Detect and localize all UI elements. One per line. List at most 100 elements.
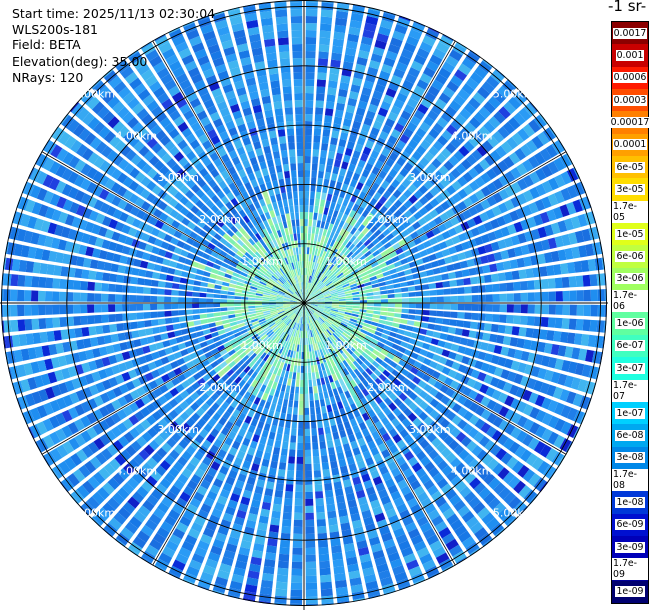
range-bin bbox=[404, 363, 413, 371]
range-bin bbox=[416, 515, 429, 527]
range-bin bbox=[370, 321, 379, 327]
range-bin bbox=[130, 321, 138, 330]
range-bin bbox=[254, 325, 262, 331]
range-bin bbox=[131, 472, 144, 485]
range-bin bbox=[283, 505, 293, 513]
range-bin bbox=[548, 415, 560, 429]
range-bin bbox=[219, 250, 228, 258]
range-bin bbox=[274, 282, 282, 288]
range-bin bbox=[64, 353, 74, 365]
range-bin bbox=[354, 431, 363, 440]
range-bin bbox=[290, 428, 297, 436]
range-bin bbox=[261, 24, 274, 34]
range-bin bbox=[200, 392, 210, 402]
range-bin bbox=[75, 143, 88, 157]
range-bin bbox=[324, 304, 332, 306]
range-bin bbox=[195, 363, 204, 371]
range-bin bbox=[263, 354, 270, 362]
range-bin bbox=[171, 219, 181, 229]
range-bin bbox=[279, 331, 285, 339]
scan-ray bbox=[304, 303, 351, 606]
range-bin bbox=[61, 477, 75, 491]
range-bin bbox=[418, 411, 429, 422]
range-bin bbox=[116, 185, 128, 197]
range-bin bbox=[296, 316, 300, 323]
range-bin bbox=[306, 309, 309, 317]
range-bin bbox=[270, 517, 280, 526]
range-bin bbox=[337, 337, 344, 345]
range-bin bbox=[335, 586, 349, 596]
range-bin bbox=[41, 345, 51, 357]
range-bin bbox=[479, 383, 489, 395]
range-bin bbox=[133, 140, 145, 153]
range-bin bbox=[326, 360, 333, 369]
range-bin bbox=[34, 247, 44, 260]
range-bin bbox=[305, 316, 308, 324]
range-bin bbox=[297, 337, 301, 345]
range-bin bbox=[134, 171, 146, 183]
range-bin bbox=[448, 351, 457, 360]
range-bin bbox=[355, 415, 364, 425]
range-bin bbox=[269, 266, 276, 274]
range-bin bbox=[304, 379, 308, 387]
range-bin bbox=[324, 397, 331, 406]
range-bin bbox=[533, 477, 547, 491]
range-bin bbox=[498, 486, 511, 500]
range-bin bbox=[142, 499, 155, 512]
range-bin bbox=[163, 402, 173, 413]
range-bin bbox=[277, 129, 286, 137]
range-bin bbox=[191, 553, 205, 564]
range-bin bbox=[45, 304, 53, 315]
range-bin bbox=[457, 419, 468, 430]
range-bin bbox=[255, 305, 263, 308]
range-bin bbox=[313, 336, 317, 344]
range-bin bbox=[298, 191, 304, 199]
range-bin bbox=[305, 575, 317, 583]
range-bin bbox=[292, 44, 303, 52]
range-bin bbox=[594, 335, 604, 349]
range-bin bbox=[381, 583, 396, 594]
range-bin bbox=[295, 128, 303, 136]
range-bin bbox=[319, 30, 331, 39]
range-bin bbox=[92, 248, 101, 259]
range-bin bbox=[81, 501, 95, 515]
range-bin bbox=[421, 373, 431, 383]
range-bin bbox=[293, 400, 299, 408]
range-bin bbox=[260, 384, 267, 393]
range-bin bbox=[347, 396, 355, 406]
range-bin bbox=[17, 319, 26, 332]
range-bin bbox=[554, 402, 565, 416]
range-bin bbox=[84, 221, 95, 233]
range-bin bbox=[196, 330, 204, 337]
range-bin bbox=[258, 268, 266, 274]
scan-ray bbox=[304, 303, 607, 366]
range-bin bbox=[208, 255, 217, 263]
range-bin bbox=[70, 139, 83, 153]
range-bin bbox=[313, 386, 318, 394]
range-bin bbox=[294, 308, 300, 314]
range-bin bbox=[386, 316, 394, 322]
range-bin bbox=[403, 553, 417, 564]
range-bin bbox=[200, 533, 213, 545]
range-bin bbox=[227, 303, 235, 307]
range-bin bbox=[296, 323, 300, 331]
range-bin bbox=[322, 469, 331, 477]
range-bin bbox=[286, 413, 292, 422]
range-bin bbox=[323, 476, 332, 484]
range-bin bbox=[425, 329, 434, 337]
range-bin bbox=[246, 577, 259, 587]
range-bin bbox=[324, 306, 332, 309]
range-bin bbox=[274, 318, 282, 324]
range-bin bbox=[415, 467, 427, 479]
range-bin bbox=[316, 378, 321, 386]
range-bin bbox=[500, 346, 510, 357]
range-bin bbox=[95, 213, 106, 224]
range-bin bbox=[276, 307, 284, 311]
range-bin bbox=[332, 431, 340, 440]
range-bin bbox=[583, 304, 591, 317]
range-bin bbox=[87, 398, 98, 410]
range-bin bbox=[334, 572, 347, 582]
range-bin bbox=[265, 416, 273, 425]
range-bin bbox=[361, 412, 370, 422]
range-bin bbox=[299, 344, 302, 352]
